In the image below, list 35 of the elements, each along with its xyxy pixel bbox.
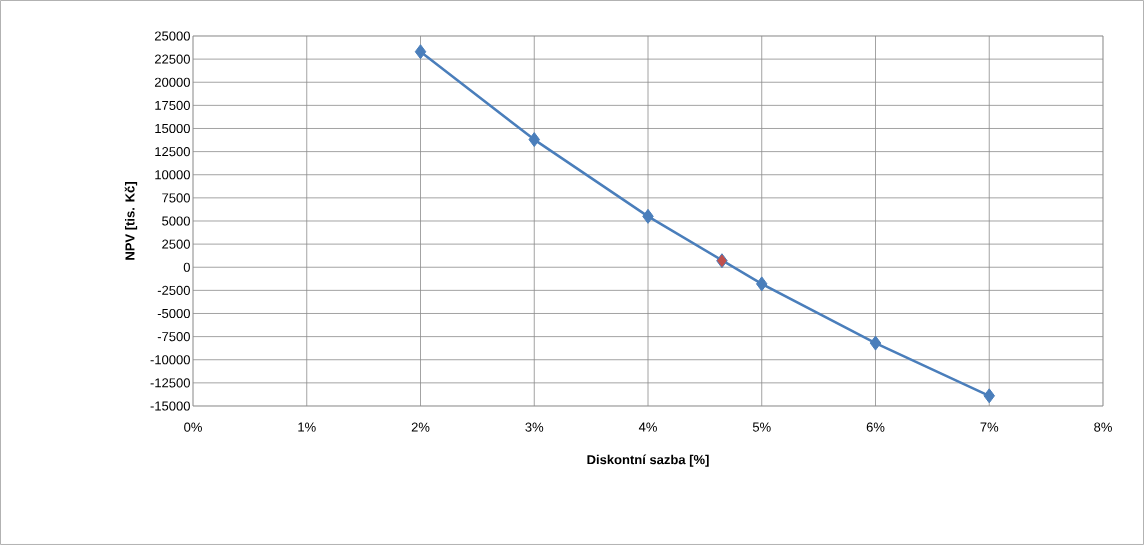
y-tick-label: 10000 xyxy=(155,170,190,180)
x-axis-title: Diskontní sazba [%] xyxy=(587,454,709,467)
x-tick-label: 8% xyxy=(1094,422,1112,432)
y-axis-title: NPV [tis. Kč] xyxy=(124,182,138,260)
point xyxy=(869,335,882,351)
x-tick-label: 1% xyxy=(298,422,316,432)
y-tick-label: -2500 xyxy=(157,285,190,295)
y-tick-label: 15000 xyxy=(155,123,190,134)
y-tick-label: 2500 xyxy=(162,239,190,249)
y-tick-label: 12500 xyxy=(155,147,190,157)
y-tick-label: 5000 xyxy=(162,216,190,226)
y-tick-label: 20000 xyxy=(154,77,190,87)
point xyxy=(756,276,768,292)
y-tick-label: 7500 xyxy=(162,193,190,203)
point xyxy=(642,208,654,224)
x-tick-label: 4% xyxy=(638,422,657,432)
y-tick-label: 25000 xyxy=(154,31,190,41)
y-tick-label: 0 xyxy=(183,262,190,272)
y-tick-label: -7500 xyxy=(157,332,190,342)
point xyxy=(983,388,995,404)
y-tick-label: 17500 xyxy=(155,100,190,110)
point xyxy=(528,132,540,148)
x-tick-label: 3% xyxy=(525,422,544,432)
y-tick-label: -10000 xyxy=(150,355,190,365)
point xyxy=(716,253,728,269)
x-tick-label: 0% xyxy=(184,422,202,432)
x-tick-label: 2% xyxy=(411,422,430,432)
y-tick-label: 22500 xyxy=(154,54,190,64)
x-tick-label: 6% xyxy=(866,422,885,432)
y-tick-label: -5000 xyxy=(157,308,190,319)
x-tick-label: 5% xyxy=(752,422,771,432)
point xyxy=(414,44,427,60)
y-tick-label: -15000 xyxy=(150,401,190,411)
x-tick-label: 7% xyxy=(980,422,999,432)
y-tick-label: -12500 xyxy=(150,378,190,388)
